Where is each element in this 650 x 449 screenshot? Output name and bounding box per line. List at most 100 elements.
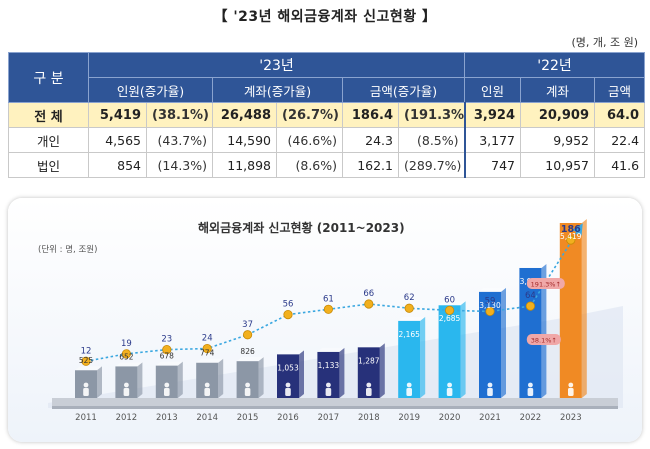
bar (155, 361, 183, 398)
bar-side (541, 263, 547, 398)
bar-value-label: 3,130 (479, 301, 501, 310)
line-series (81, 223, 583, 366)
person-icon-head (83, 382, 89, 388)
bar-front (438, 305, 461, 398)
table-row-corporate: 법인 854 (14.3%) 11,898 (8.6%) 162.1 (289.… (8, 152, 646, 178)
coin-marker (364, 299, 374, 309)
person-icon-body (204, 388, 210, 396)
x-tick-label: 2011 (75, 413, 97, 423)
bar-side (339, 347, 345, 398)
bar-top (519, 263, 547, 268)
x-tick-label: 2012 (116, 413, 138, 423)
person-icon-head (164, 382, 170, 388)
unit-label: (명, 개, 조 원) (571, 36, 638, 49)
bar-top (357, 343, 385, 348)
cell-accounts: 14,590 (212, 127, 277, 153)
bar-front (559, 223, 582, 398)
page-title: 【 '23년 해외금융계좌 신고현황 】 (213, 9, 437, 25)
cell-persons-growth: (43.7%) (146, 127, 213, 153)
bar-front (115, 366, 138, 398)
bar-value-label: 1,133 (318, 361, 340, 370)
bar-front (479, 291, 501, 398)
chart-labels: 525 2011 652 2012 678 2013 774 2014 826 2015 1,053… (75, 224, 582, 423)
person-icon-head (528, 382, 533, 388)
coin-marker (444, 305, 455, 315)
person-icon-head (285, 382, 291, 388)
header-year-23: '23년 (87, 52, 466, 78)
cell-amount-22: 41.6 (594, 152, 646, 178)
line-value-label: 64 (525, 291, 536, 301)
bar-top (277, 350, 304, 355)
person-icon-head (124, 382, 129, 388)
line-value-label: 62 (404, 293, 415, 303)
bar-front (519, 267, 542, 398)
growth-badge-persons: 38.1%↑ (531, 337, 557, 345)
person-icon-body (527, 388, 534, 396)
person-icon-body (406, 388, 412, 396)
line-path (85, 303, 531, 363)
bar (196, 358, 224, 398)
cell-amount: 162.1 (342, 152, 399, 178)
header-accounts-23: 계좌(증가율) (212, 77, 343, 103)
bar-value-label: 1,287 (358, 356, 380, 365)
bar-value-label: 652 (119, 352, 134, 361)
bar-side (581, 219, 587, 398)
cell-accounts: 26,488 (212, 102, 277, 128)
person-icon-body (83, 388, 89, 396)
bar-value-label: 678 (160, 352, 175, 361)
line-value-label: 19 (121, 339, 132, 349)
coin-marker (525, 301, 536, 311)
x-tick-label: 2014 (196, 413, 218, 423)
chart-title: 해외금융계좌 신고현황 (2011~2023) (198, 220, 405, 235)
cell-persons: 4,565 (88, 127, 147, 153)
x-tick-label: 2013 (156, 413, 178, 423)
x-tick-label: 2019 (398, 413, 420, 423)
bar-side (379, 343, 385, 398)
chart-floor (52, 398, 618, 406)
bar-side (97, 366, 102, 398)
bar (519, 263, 547, 398)
person-icon-body (446, 388, 453, 396)
header-amount-22: 금액 (594, 77, 646, 103)
bar (277, 350, 304, 398)
person-icon-body (568, 388, 574, 396)
person-icon-head (568, 382, 574, 388)
chart-unit-label: (단위 : 명, 조원) (38, 244, 97, 255)
bar (559, 219, 587, 398)
bar-front (357, 347, 380, 398)
bar-top (75, 366, 102, 371)
bar-side (258, 357, 264, 398)
cell-persons-22: 3,924 (463, 102, 522, 128)
bar-side (177, 361, 183, 398)
bar-front (398, 320, 421, 398)
line-value-label: 61 (323, 294, 334, 304)
person-icon-head (245, 382, 251, 388)
bar-top (236, 357, 264, 362)
x-tick-label: 2021 (479, 413, 501, 423)
cell-amount-22: 22.4 (594, 127, 646, 153)
cell-amount: 24.3 (342, 127, 399, 153)
x-tick-label: 2023 (560, 413, 582, 423)
cell-accounts-22: 10,957 (520, 152, 596, 178)
cell-amount-22: 64.0 (594, 102, 646, 128)
bar-top (196, 358, 224, 363)
person-icon-head (447, 382, 452, 388)
cell-persons-growth: (38.1%) (146, 102, 213, 128)
bar (479, 287, 506, 398)
person-icon-body (164, 388, 170, 396)
chart-floor-edge (52, 406, 618, 409)
coin-marker (323, 304, 333, 314)
line-value-label: 186 (561, 224, 581, 235)
line-value-label: 60 (444, 295, 455, 305)
coin-marker (283, 310, 293, 320)
person-icon-body (123, 388, 130, 396)
bar-top (479, 287, 506, 292)
bar-front (277, 354, 299, 398)
x-tick-label: 2016 (277, 413, 299, 423)
cell-accounts-growth: (8.6%) (276, 152, 343, 178)
bar (357, 343, 385, 398)
bar-side (501, 287, 506, 398)
header-persons-22: 인원 (464, 77, 522, 103)
bar (398, 316, 426, 398)
bar-side (420, 316, 426, 398)
